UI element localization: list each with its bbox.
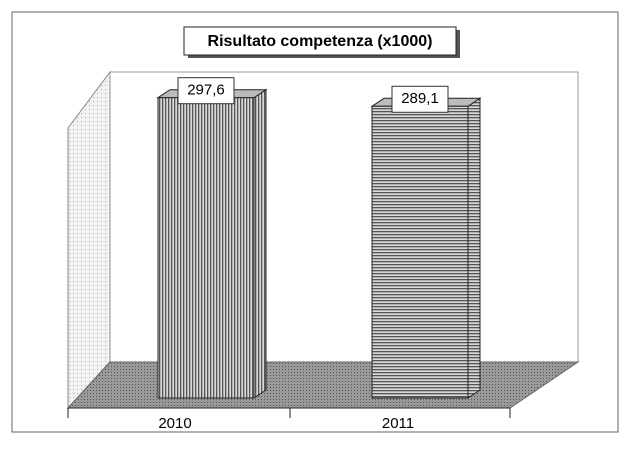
x-tick-label: 2010 [158,415,191,432]
value-label: 297,6 [187,82,225,99]
x-tick-label: 2011 [382,415,414,432]
value-label-box [391,85,449,113]
bar-side [467,97,481,399]
floor [66,361,580,409]
side-wall [67,70,111,410]
title-box [183,26,457,56]
bar [157,97,255,399]
value-label-box [177,77,235,105]
bar-side [253,88,267,399]
value-label: 289,1 [401,90,439,107]
chart-title: Risultato competenza (x1000) [208,33,433,50]
bar [371,105,469,399]
